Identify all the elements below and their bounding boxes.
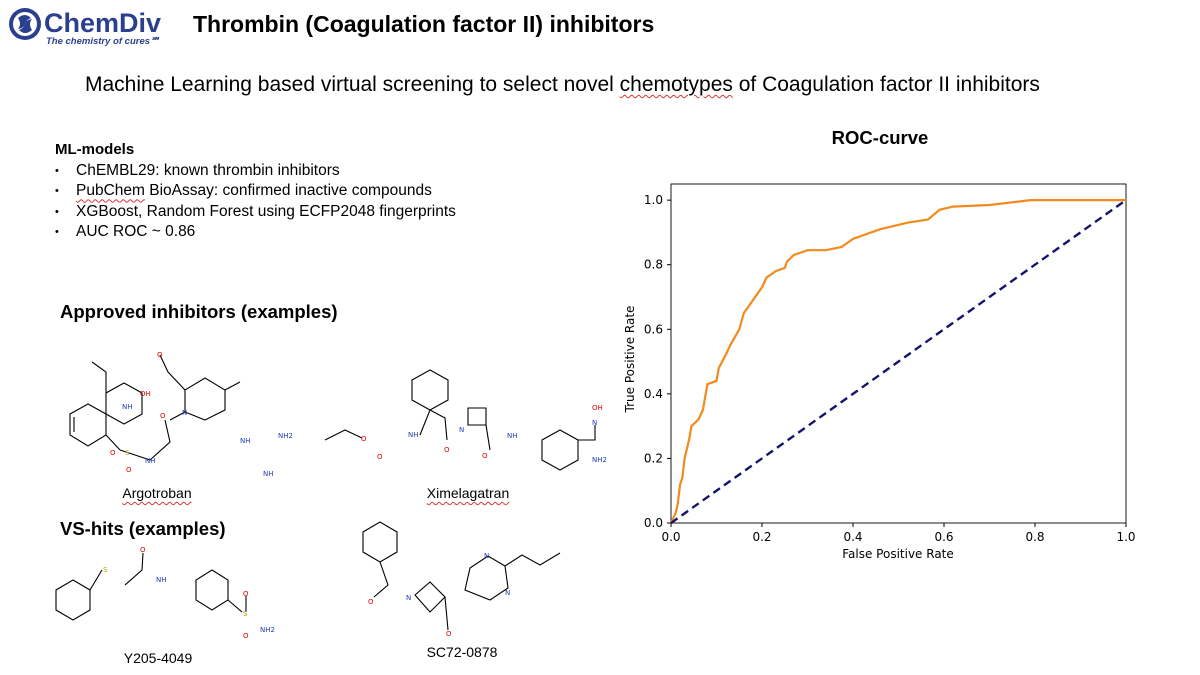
roc-curve-line [670,199,1126,524]
y-tick-label: 0.2 [644,451,663,465]
compound-name-y205-4049: Y205-4049 [123,650,193,666]
molecule-structures: NH OH O O N S O O NH NH NH2 NH O O NH O … [55,351,607,640]
subtitle: Machine Learning based virtual screening… [85,72,1065,98]
atom-label: N [484,552,489,560]
svg-text:The chemistry of cures℠: The chemistry of cures℠ [46,36,160,47]
chart-title: ROC-curve [831,127,929,148]
y-tick-label: 0.6 [644,322,663,336]
chemdiv-logo: ChemDiv The chemistry of cures℠ [9,8,161,47]
atom-label: O [140,546,146,554]
atom-label: O [243,632,249,640]
compound-name-sc72-0878: SC72-0878 [426,644,498,660]
atom-label: NH [156,576,167,584]
page-title: Thrombin (Coagulation factor II) inhibit… [193,11,655,37]
atom-label: S [243,610,248,618]
y-tick-label: 1.0 [644,193,663,207]
ml-models-heading: ML-models [55,141,135,158]
atom-label: NH [263,470,274,478]
y-axis-label: True Positive Rate [623,306,637,414]
vs-hits-heading: VS-hits (examples) [60,518,226,539]
x-tick-label: 1.0 [1116,530,1135,544]
sc72-0878-structure [362,521,561,631]
atom-label: S [125,449,130,457]
atom-label: NH [122,403,133,411]
atom-label: O [126,466,132,474]
list-item: XGBoost, Random Forest using ECFP2048 fi… [55,202,456,223]
x-tick-label: 0.8 [1025,530,1044,544]
item-text: AUC ROC ~ 0.86 [76,222,196,240]
atom-label: O [377,453,383,461]
atom-label: NH2 [260,626,275,634]
atom-label: OH [592,404,603,412]
atom-label: O [368,598,374,606]
atom-label: N [406,594,411,602]
spellcheck-flagged-word[interactable]: PubChem [76,182,145,200]
item-text: BioAssay: confirmed inactive compounds [144,182,432,200]
compound-name-ximelagatran: Ximelagatran [426,485,510,501]
list-item: ChEMBL29: known thrombin inhibitors [55,161,456,182]
atom-label: N [505,589,510,597]
subtitle-text: of Coagulation factor II inhibitors [732,73,1040,96]
atom-label: O [361,435,367,443]
atom-label: NH2 [592,456,607,464]
list-item: AUC ROC ~ 0.86 [55,222,456,243]
ml-models-list: ChEMBL29: known thrombin inhibitors PubC… [55,161,456,242]
spellcheck-flagged-word[interactable]: chemotypes [619,73,733,96]
atom-label: N [592,419,597,427]
atom-label: NH [408,431,419,439]
plot-frame [670,183,1127,524]
atom-label: O [110,449,116,457]
atom-label: OH [140,390,151,398]
atom-label: O [160,412,166,420]
list-item: PubChem BioAssay: confirmed inactive com… [55,181,456,202]
y205-4049-structure [55,552,247,621]
atom-label: N [459,426,464,434]
atom-label: NH [507,432,518,440]
x-tick-label: 0.4 [843,530,862,544]
compound-name-argotroban: Argotroban [122,485,192,501]
x-axis-label: False Positive Rate [842,547,954,561]
item-text: ChEMBL29: known thrombin inhibitors [76,162,340,179]
atom-label: NH2 [278,432,293,440]
x-tick-label: 0.0 [661,530,680,544]
svg-text:ChemDiv: ChemDiv [44,8,161,38]
x-tick-label: 0.2 [752,530,771,544]
y-tick-label: 0.0 [644,516,663,530]
atom-label: O [444,446,450,454]
subtitle-text: Machine Learning based virtual screening… [85,73,620,96]
atom-label: O [446,630,452,638]
argotroban-structure [69,354,241,461]
ximelagatran-structure [324,369,596,471]
atom-label: NH [145,457,156,465]
atom-label: NH [240,437,251,445]
y-tick-label: 0.4 [644,387,663,401]
atom-label: O [157,351,163,359]
x-tick-label: 0.6 [934,530,953,544]
atom-label: O [482,452,488,460]
atom-label: S [103,566,108,574]
y-tick-label: 0.8 [644,258,663,272]
approved-inhibitors-heading: Approved inhibitors (examples) [60,301,338,322]
random-baseline-line [670,199,1127,524]
atom-label: O [243,590,249,598]
atom-label: N [182,409,187,417]
item-text: XGBoost, Random Forest using ECFP2048 fi… [76,202,456,220]
